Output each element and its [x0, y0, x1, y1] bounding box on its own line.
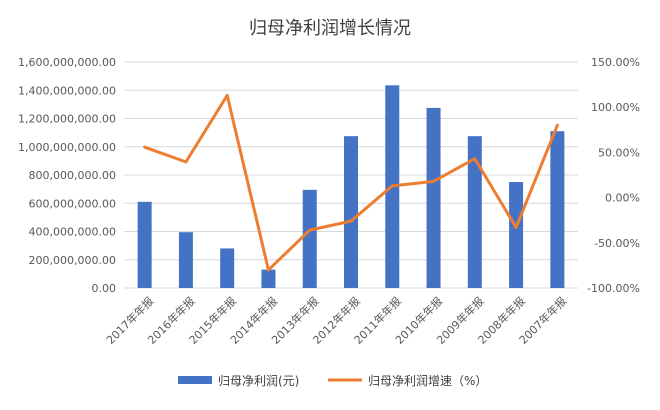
right-tick-label: 50.00% — [598, 146, 640, 159]
right-tick-label: 100.00% — [591, 101, 640, 114]
x-axis-ticks: 2017年年报2016年年报2015年年报2014年年报2013年年报2012年… — [103, 294, 569, 347]
right-tick-label: 150.00% — [591, 56, 640, 69]
bar — [302, 189, 317, 288]
right-tick-label: -100.00% — [587, 282, 640, 295]
bar — [178, 232, 193, 288]
bar — [344, 136, 358, 288]
line-point — [390, 184, 394, 188]
left-tick-label: 1,200,000,000.00 — [18, 113, 116, 126]
left-tick-label: 800,000,000.00 — [29, 169, 116, 182]
line-point — [432, 179, 436, 183]
line-point — [143, 145, 147, 149]
legend-swatch-bar — [178, 376, 212, 384]
line-point — [349, 219, 353, 223]
line-point — [184, 160, 188, 164]
line-point — [225, 93, 229, 97]
bar — [261, 269, 276, 288]
line-point — [555, 123, 559, 127]
left-tick-label: 0.00 — [92, 282, 117, 295]
left-tick-label: 400,000,000.00 — [29, 226, 116, 239]
bar — [550, 131, 565, 288]
line-point — [473, 157, 477, 161]
line-series — [143, 93, 559, 272]
right-axis-ticks: -100.00% -50.00% 0.00% 50.00% 100.00% 150.00% — [587, 56, 640, 295]
right-tick-label: 0.00% — [605, 192, 640, 205]
bar — [220, 248, 235, 288]
bar — [426, 107, 441, 288]
bar — [509, 182, 524, 288]
left-tick-label: 200,000,000.00 — [29, 254, 116, 267]
bar-series — [137, 85, 565, 289]
line-point — [308, 228, 312, 232]
legend-label-bar: 归母净利润(元) — [218, 374, 299, 388]
left-tick-label: 600,000,000.00 — [29, 197, 116, 210]
legend: 归母净利润(元) 归母净利润增速（%） — [178, 374, 487, 388]
legend-label-line: 归母净利润增速（%） — [368, 374, 487, 388]
bar — [137, 201, 152, 288]
bar — [467, 136, 482, 288]
line-point — [266, 268, 270, 272]
left-axis-ticks: 0.00 200,000,000.00 400,000,000.00 600,000,… — [18, 56, 116, 295]
left-tick-label: 1,000,000,000.00 — [18, 141, 116, 154]
right-tick-label: -50.00% — [594, 237, 640, 250]
left-tick-label: 1,400,000,000.00 — [18, 84, 116, 97]
line-point — [514, 225, 518, 229]
chart-title: 归母净利润增长情况 — [249, 18, 411, 39]
left-tick-label: 1,600,000,000.00 — [18, 56, 116, 69]
